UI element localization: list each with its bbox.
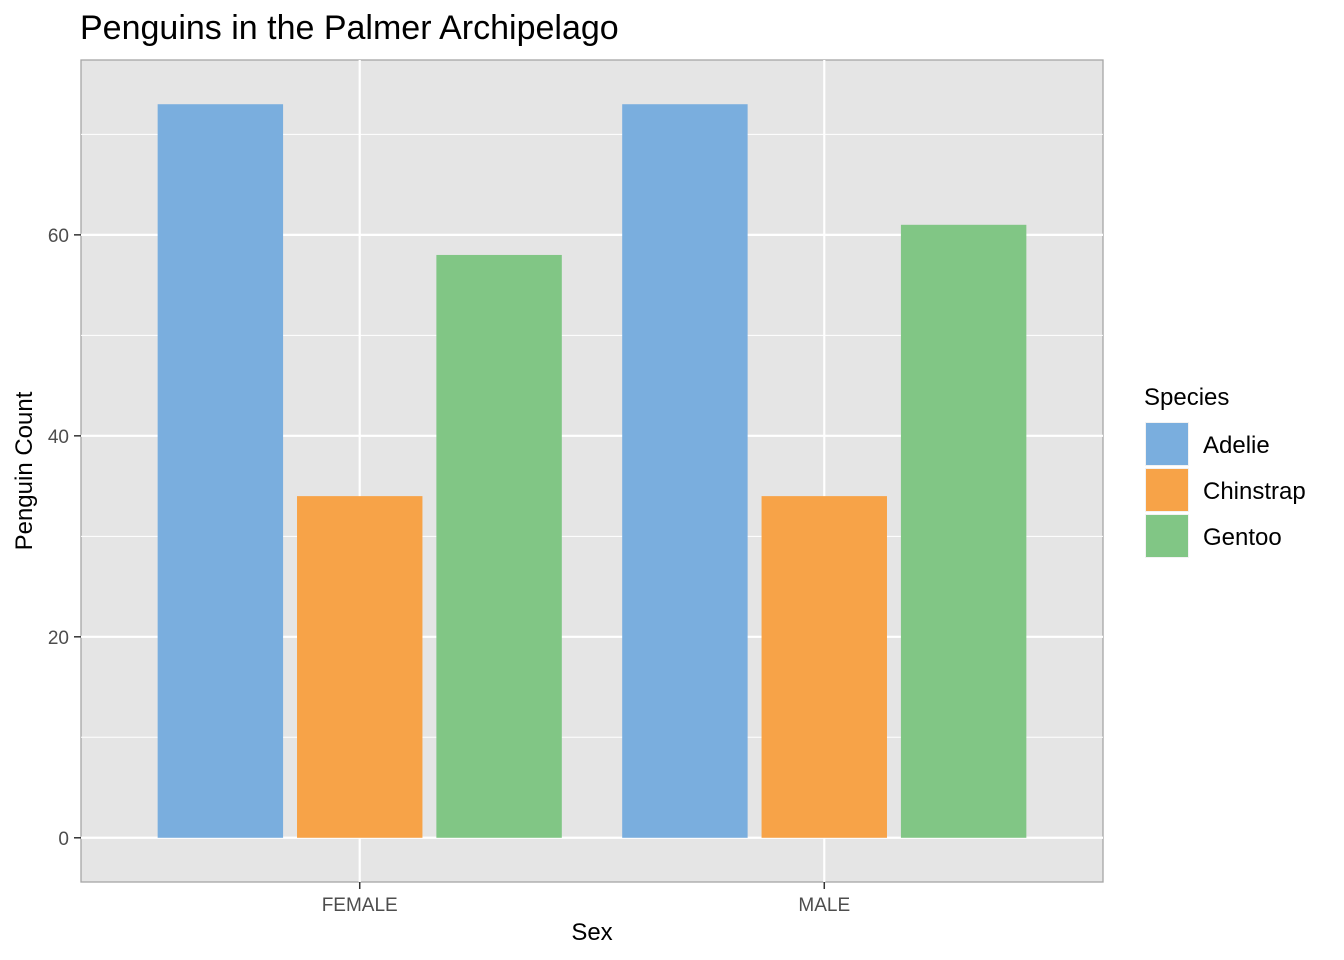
y-axis: 0 20 40 60 <box>48 226 81 850</box>
bar-chinstrap-male <box>761 496 887 838</box>
y-axis-title: Penguin Count <box>11 391 38 550</box>
y-tick-label: 60 <box>48 226 69 247</box>
legend-items: Adelie Chinstrap Gentoo <box>1145 422 1306 558</box>
x-axis: FEMALE MALE <box>322 882 850 916</box>
y-tick-label: 0 <box>58 829 69 850</box>
legend-label-gentoo: Gentoo <box>1203 524 1282 551</box>
chart-title: Penguins in the Palmer Archipelago <box>80 9 619 47</box>
bar-gentoo-female <box>436 254 562 838</box>
bar-adelie-female <box>157 104 284 838</box>
y-tick-label: 20 <box>48 628 69 649</box>
legend: Species Adelie Chinstrap Gentoo <box>1144 384 1306 558</box>
x-axis-title: Sex <box>571 919 612 946</box>
bar-gentoo-male <box>900 224 1027 838</box>
bar-chinstrap-female <box>297 496 423 838</box>
bars <box>157 104 1027 838</box>
legend-title: Species <box>1144 384 1229 411</box>
legend-label-chinstrap: Chinstrap <box>1203 478 1306 505</box>
legend-key-gentoo <box>1146 515 1188 557</box>
x-tick-label: FEMALE <box>322 895 398 916</box>
y-tick-label: 40 <box>48 427 69 448</box>
legend-key-adelie <box>1146 423 1188 465</box>
x-tick-label: MALE <box>798 895 850 916</box>
legend-label-adelie: Adelie <box>1203 432 1270 459</box>
legend-key-chinstrap <box>1146 469 1188 511</box>
bar-adelie-male <box>622 104 748 838</box>
